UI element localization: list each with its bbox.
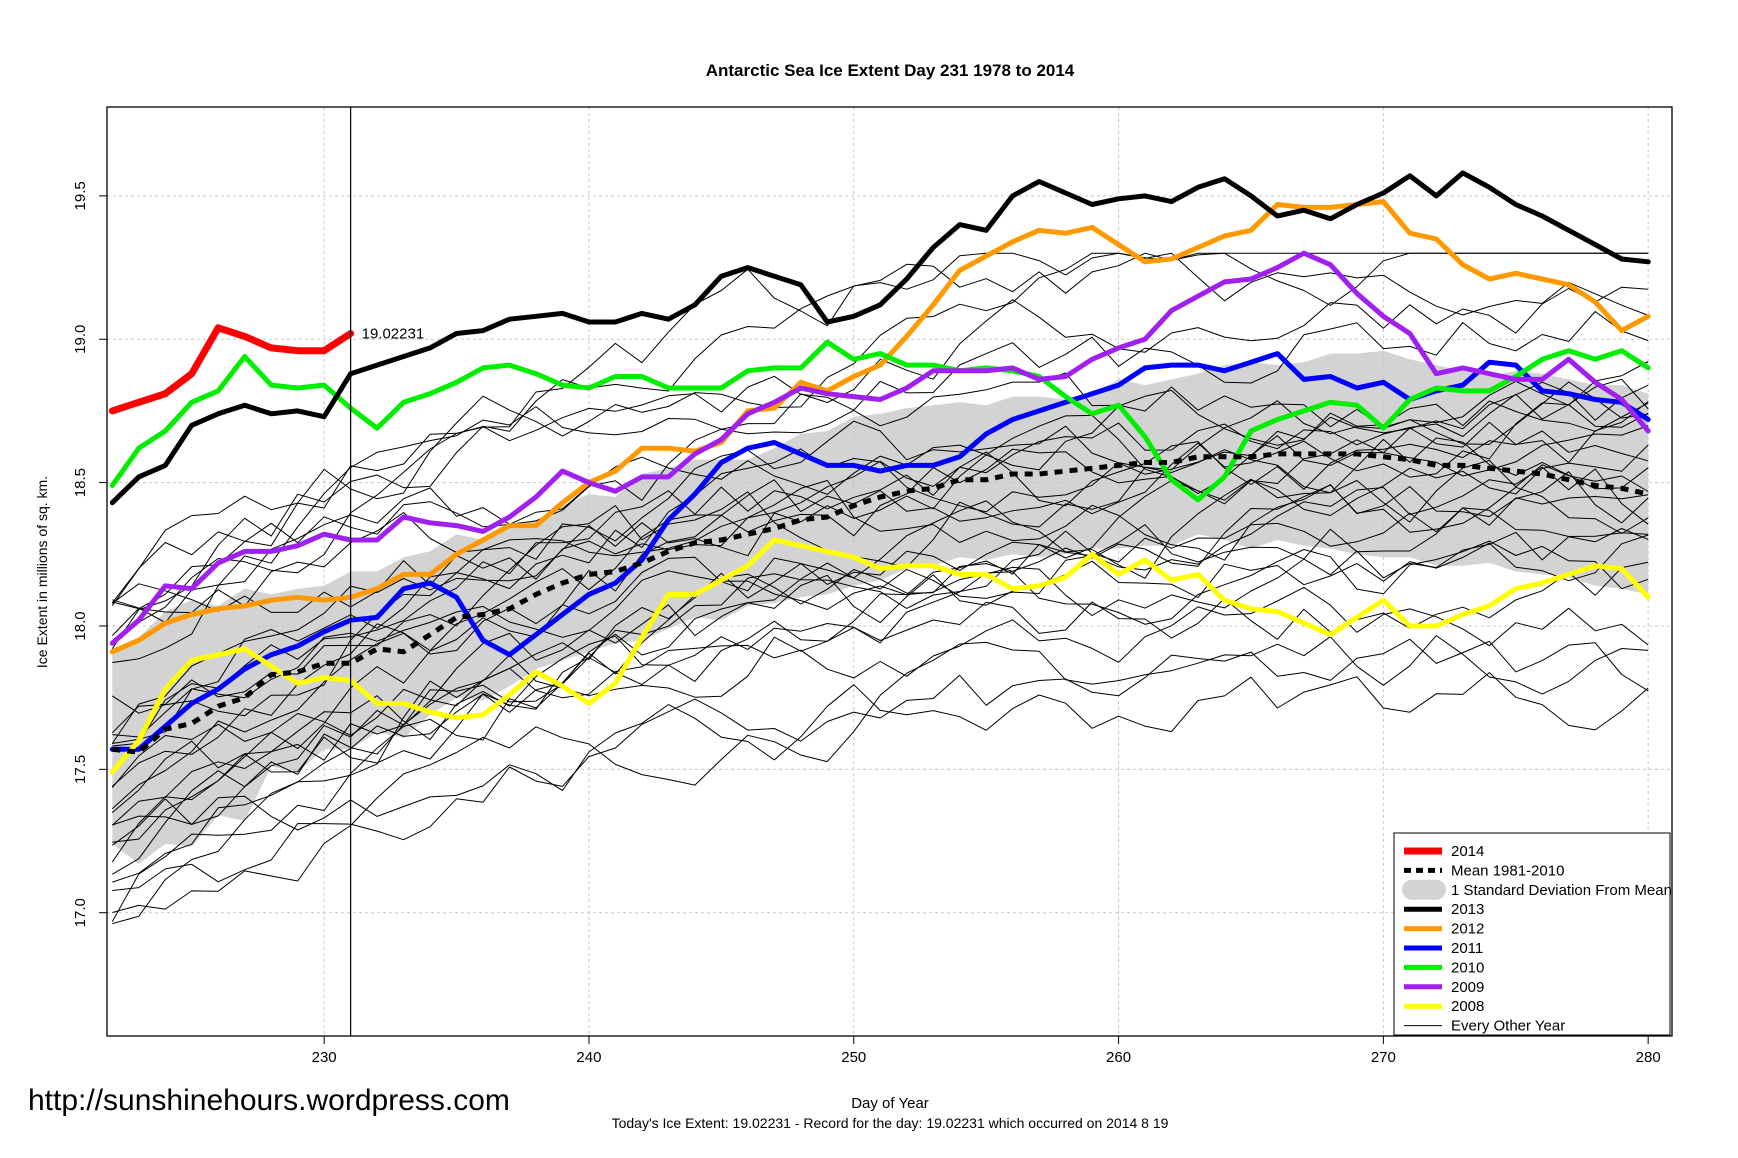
- std-band-layer: [112, 350, 1649, 864]
- std-band: [112, 350, 1649, 864]
- every-other-year-line: [111, 425, 1649, 787]
- series-line-2008: [109, 537, 1651, 775]
- legend-label: 1 Standard Deviation From Mean: [1451, 882, 1672, 899]
- x-tick-label: 260: [1106, 1049, 1131, 1066]
- every-other-year-line: [111, 402, 1649, 810]
- y-tick-label: 17.0: [72, 898, 89, 927]
- x-tick-label: 240: [576, 1049, 601, 1066]
- y-tick-label: 17.5: [72, 755, 89, 784]
- every-other-year-line: [111, 252, 1649, 604]
- legend-label: 2014: [1451, 843, 1484, 860]
- every-other-year-line: [112, 361, 1649, 744]
- every-other-year-line: [111, 381, 1649, 636]
- every-other-year-line: [112, 507, 1649, 925]
- legend-label: 2011: [1451, 940, 1483, 957]
- series-line-2011: [109, 351, 1651, 752]
- every-other-year-line: [111, 311, 1649, 644]
- every-other-year-line: [111, 252, 1649, 649]
- every-other-year-line: [111, 561, 1649, 826]
- every-other-year-line: [112, 494, 1649, 875]
- every-other-year-line: [111, 528, 1649, 863]
- y-tick-label: 19.0: [72, 325, 89, 354]
- series-line-2010: [109, 339, 1651, 503]
- every-other-year-line: [112, 635, 1649, 913]
- every-other-year-line: [111, 437, 1649, 734]
- y-axis-label: Ice Extent in millions of sq. km.: [34, 476, 50, 668]
- chart-title: Antarctic Sea Ice Extent Day 231 1978 to…: [706, 61, 1075, 80]
- every-other-year-line: [112, 430, 1649, 717]
- every-other-year-line: [112, 638, 1649, 891]
- y-tick-label: 19.5: [72, 181, 89, 210]
- every-other-year-line: [111, 484, 1649, 922]
- every-other-year-line: [111, 534, 1649, 813]
- legend-label: Every Other Year: [1451, 1018, 1565, 1035]
- x-tick-label: 230: [312, 1049, 337, 1066]
- footer-note: Today's Ice Extent: 19.02231 - Record fo…: [612, 1115, 1169, 1131]
- every-other-year-line: [112, 372, 1649, 624]
- series-line-mean-1981-2010: [112, 451, 1649, 755]
- every-other-year-line: [112, 444, 1649, 843]
- watermark-url: http://sunshinehours.wordpress.com: [28, 1084, 510, 1117]
- every-other-year-line: [111, 586, 1649, 788]
- every-other-year-line: [112, 459, 1649, 883]
- every-other-year-line: [112, 466, 1649, 738]
- current-day-marker: 19.02231: [350, 107, 425, 1036]
- every-other-year-line: [111, 252, 1649, 606]
- every-other-year-line: [112, 672, 1649, 846]
- legend: 2014 Mean 1981-2010 1 Standard Deviation F…: [1393, 832, 1672, 1036]
- series-line-2012: [109, 199, 1651, 655]
- series-line-2014: [108, 324, 355, 415]
- legend-label: 2012: [1451, 921, 1484, 938]
- x-tick-label: 250: [841, 1049, 866, 1066]
- y-tick-label: 18.0: [72, 611, 89, 640]
- current-value-label: 19.02231: [362, 326, 425, 343]
- legend-label: 2010: [1451, 959, 1484, 976]
- x-axis: 230 240 250 260 270 280: [312, 1036, 1661, 1066]
- every-other-year-line: [112, 540, 1649, 826]
- series-layer: [108, 170, 1651, 775]
- legend-label: 2008: [1451, 998, 1484, 1015]
- legend-label: 2013: [1451, 901, 1484, 918]
- legend-box: [1393, 832, 1671, 1036]
- x-axis-label: Day of Year: [851, 1095, 929, 1112]
- y-axis: 17.0 17.5 18.0 18.5 19.0 19.5: [72, 181, 107, 927]
- x-tick-label: 280: [1636, 1049, 1661, 1066]
- legend-label: 2009: [1451, 979, 1484, 996]
- y-tick-label: 18.5: [72, 468, 89, 497]
- series-line-2013: [109, 170, 1651, 506]
- series-line-2009: [109, 250, 1651, 646]
- legend-label: Mean 1981-2010: [1451, 862, 1564, 879]
- x-tick-label: 270: [1371, 1049, 1396, 1066]
- legend-swatch: [1402, 879, 1446, 900]
- every-other-year-line: [112, 471, 1649, 613]
- plot-frame: [106, 106, 1673, 1037]
